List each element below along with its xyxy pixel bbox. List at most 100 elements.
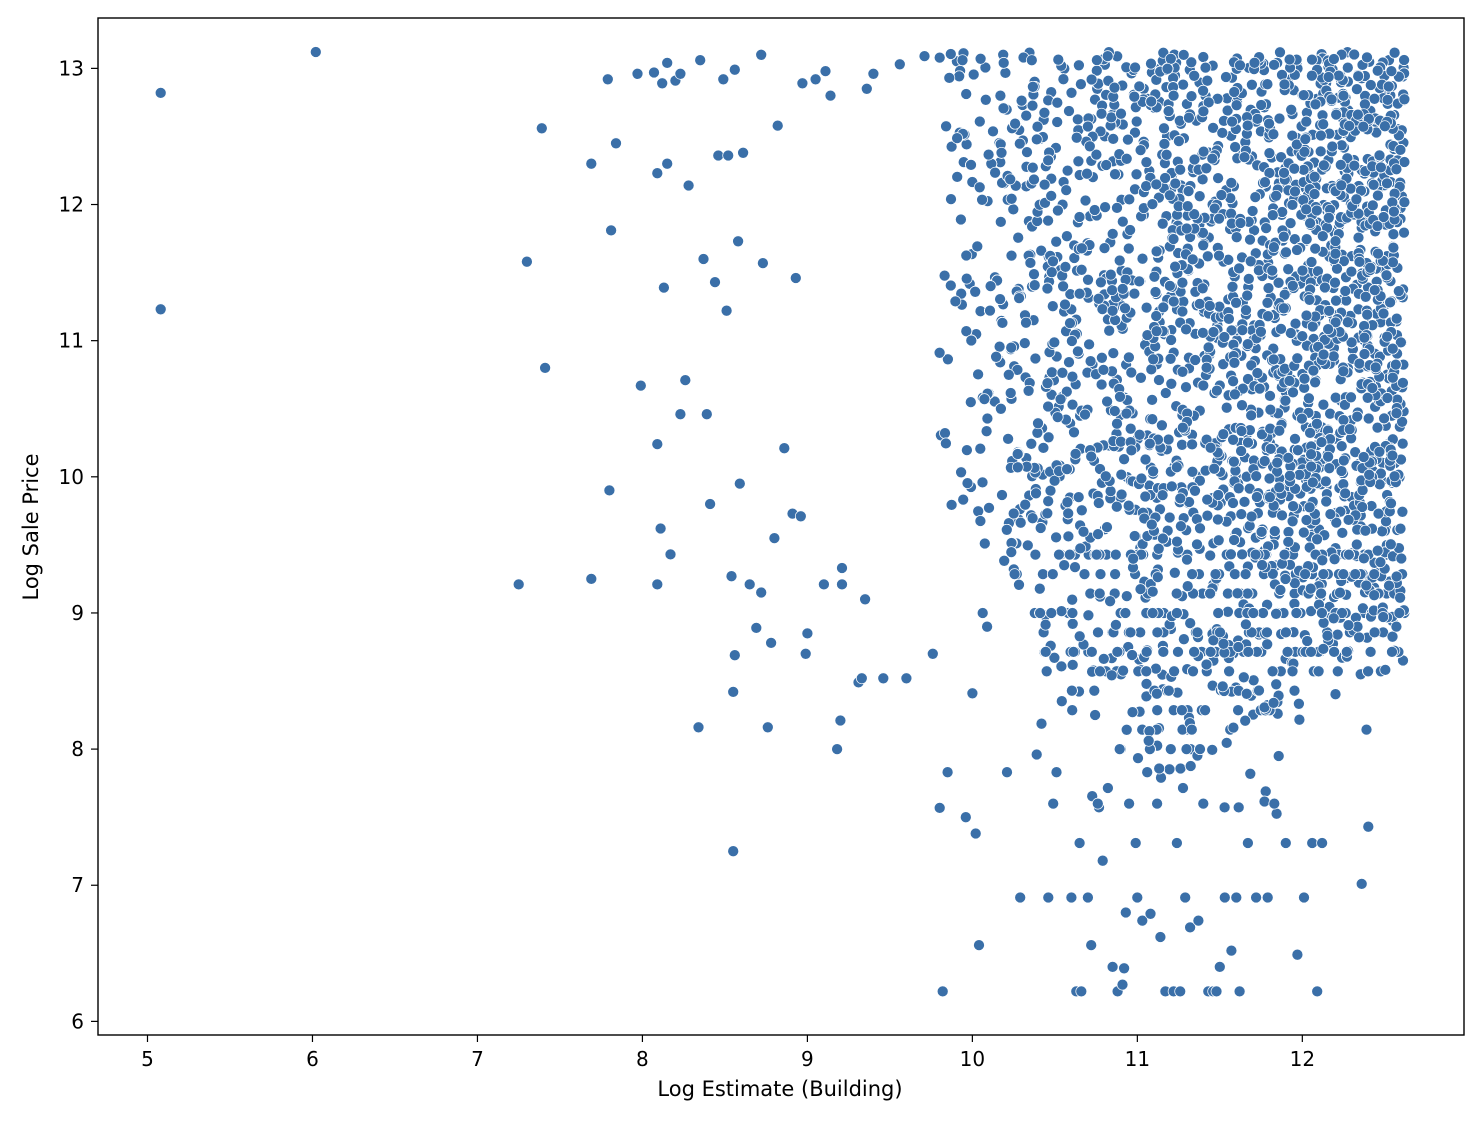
points-layer [154,46,1411,998]
data-point [1069,448,1082,460]
data-point [1270,807,1283,820]
data-point [1050,531,1062,544]
data-point [1068,426,1080,439]
data-point [1007,203,1020,216]
data-point [1145,363,1158,376]
data-point [1201,74,1214,87]
data-point [933,802,946,814]
data-point [1236,399,1248,412]
data-point [974,442,987,455]
data-point [1156,419,1168,432]
data-point [1065,86,1078,99]
data-point [1180,743,1193,755]
data-point [967,68,980,81]
data-point [1331,665,1344,678]
data-point [1109,568,1121,580]
data-point [955,213,967,226]
data-point [981,620,993,633]
data-point [1274,46,1286,59]
data-point [1035,244,1048,257]
data-point [1039,618,1052,631]
data-point [1176,305,1189,318]
data-point [1376,525,1388,538]
data-point [1163,763,1176,776]
data-point [1272,276,1285,289]
data-point [1071,113,1084,126]
data-point [981,412,994,425]
data-point [1066,398,1079,411]
data-point [1026,512,1039,525]
data-point [976,476,989,489]
data-point [1168,566,1181,579]
data-point [1221,104,1234,117]
data-point [1079,194,1092,207]
data-point [1199,704,1211,717]
data-point [1116,215,1129,228]
data-point [1396,437,1409,450]
data-point [979,93,992,106]
data-point [1181,553,1193,566]
data-point [1170,587,1183,600]
data-point [1061,164,1074,177]
data-point [1014,516,1027,529]
data-point [1132,752,1144,764]
data-point [1140,301,1153,314]
data-point [1352,231,1365,244]
data-point [960,249,973,262]
data-point [1172,646,1184,658]
data-point [960,88,973,100]
data-point [1159,387,1172,399]
data-point [1387,228,1400,241]
data-point [1227,433,1239,446]
data-point [1072,155,1085,168]
data-point [1165,334,1177,346]
data-point [1212,172,1224,184]
data-point [1163,511,1176,524]
data-point [1288,684,1301,697]
data-point [938,269,951,282]
data-point [1111,202,1123,214]
data-point [942,353,954,366]
data-point [1229,568,1241,580]
data-point [1109,548,1122,561]
data-point [1130,168,1143,181]
data-point [1360,723,1373,736]
data-point [1037,442,1050,454]
data-point [1264,390,1276,402]
data-point [1084,355,1097,368]
data-point [951,171,964,183]
data-point [1398,226,1410,239]
data-point [1129,126,1141,139]
data-point [1021,146,1033,158]
data-point [1055,605,1068,617]
data-point [1111,417,1123,430]
data-point [1180,381,1192,393]
data-point [1240,304,1252,316]
data-point [960,138,973,151]
data-point [1055,695,1068,708]
data-point [1033,582,1046,595]
data-point [1118,453,1130,466]
data-point [1066,617,1079,630]
data-point [960,272,973,285]
data-point [1185,90,1198,102]
data-point [1220,71,1232,83]
data-point [1038,178,1051,191]
data-point [1055,660,1068,673]
data-point [1197,51,1210,63]
data-point [1201,509,1214,522]
data-point [973,115,986,128]
data-point [1184,617,1197,630]
data-point [1174,762,1187,775]
data-point [1247,674,1260,687]
data-point [1082,609,1095,622]
data-point [1175,520,1187,532]
data-point [1329,688,1342,701]
data-point [1196,173,1209,186]
data-point [1278,288,1291,301]
data-point [1341,316,1354,329]
data-point [1045,607,1058,619]
data-point [1220,401,1233,414]
data-point [1220,737,1233,749]
